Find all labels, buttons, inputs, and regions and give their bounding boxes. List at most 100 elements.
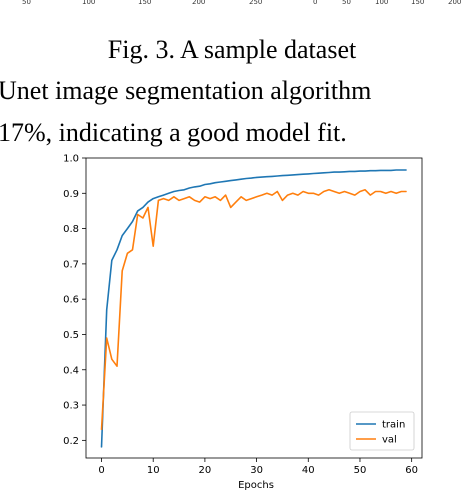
data-point-val	[261, 194, 263, 196]
data-point-train	[400, 169, 402, 171]
data-point-train	[313, 173, 314, 174]
legend-label-val: val	[382, 435, 397, 446]
training-accuracy-chart: 0.2 0.3 0.4 0.5 0.6 0.7 0.8 0.9 1.0 0 10 20 30 40 50 60…	[63, 154, 423, 491]
data-point-train	[256, 177, 257, 178]
y-tick-label: 0.2	[63, 436, 79, 447]
data-point-val	[297, 194, 299, 196]
data-point-val	[142, 217, 144, 219]
data-point-val	[266, 192, 268, 194]
legend-box	[349, 411, 415, 451]
data-point-val	[106, 337, 108, 339]
data-point-train	[354, 171, 356, 172]
data-point-val	[313, 192, 314, 194]
top-tick-label: 100	[375, 0, 389, 6]
data-point-train	[369, 170, 371, 172]
figure-caption: Fig. 3. A sample dataset	[107, 35, 357, 64]
y-tick-label: 0.5	[63, 330, 79, 341]
x-tick-label: 10	[147, 465, 160, 476]
data-point-val	[194, 199, 195, 201]
data-point-val	[318, 194, 320, 196]
data-point-train	[147, 201, 149, 203]
top-tick-label: 50	[342, 0, 351, 6]
data-point-val	[302, 191, 304, 192]
data-point-val	[390, 191, 392, 192]
data-point-train	[364, 170, 366, 172]
data-point-train	[338, 171, 340, 173]
top-tick-label: 50	[22, 0, 31, 6]
data-point-train	[220, 181, 221, 183]
data-point-val	[271, 194, 273, 196]
data-point-val	[256, 196, 257, 198]
y-tick-label: 0.3	[63, 401, 79, 412]
data-point-val	[328, 189, 330, 191]
data-point-train	[390, 169, 392, 171]
data-point-train	[333, 171, 335, 173]
data-point-val	[137, 214, 139, 215]
series-line-train	[100, 169, 407, 448]
data-point-val	[359, 191, 361, 192]
data-point-val	[375, 191, 376, 192]
data-point-train	[163, 194, 164, 196]
data-point-train	[251, 177, 252, 179]
data-point-train	[344, 171, 345, 173]
data-point-val	[349, 192, 351, 194]
data-point-val	[225, 194, 226, 196]
top-tick-label: 100	[82, 0, 96, 6]
data-point-train	[132, 221, 133, 222]
data-point-val	[276, 191, 278, 192]
data-point-train	[375, 170, 376, 172]
data-point-val	[209, 198, 211, 199]
data-point-val	[183, 198, 185, 199]
data-point-train	[183, 189, 185, 191]
data-point-train	[188, 187, 190, 189]
data-point-val	[163, 198, 164, 199]
data-point-train	[349, 171, 351, 172]
data-point-train	[318, 172, 320, 174]
y-tick-label: 0.9	[63, 189, 79, 200]
y-tick-label: 0.8	[63, 224, 79, 235]
data-point-train	[137, 210, 139, 212]
data-point-val	[354, 194, 356, 196]
data-point-val	[178, 199, 180, 201]
data-point-val	[235, 201, 237, 203]
data-point-train	[173, 191, 175, 192]
data-point-train	[152, 198, 154, 199]
x-tick-label: 0	[98, 465, 104, 476]
data-point-train	[240, 178, 242, 180]
data-point-train	[142, 207, 144, 208]
data-point-val	[251, 198, 252, 199]
top-tick-label: 200	[192, 0, 206, 6]
data-point-train	[178, 190, 180, 191]
data-point-train	[380, 169, 382, 171]
data-point-val	[380, 191, 382, 192]
x-tick-label: 60	[405, 465, 418, 476]
data-point-train	[302, 173, 304, 175]
data-point-val	[344, 191, 345, 192]
data-point-val	[406, 191, 407, 192]
data-point-train	[307, 173, 309, 175]
data-point-train	[261, 176, 263, 178]
data-point-train	[323, 172, 325, 174]
data-point-train	[276, 175, 278, 177]
data-point-val	[147, 207, 149, 208]
data-point-val	[121, 270, 123, 272]
data-point-val	[282, 199, 283, 201]
data-point-train	[101, 447, 102, 448]
top-tick-label: 200	[448, 0, 462, 6]
data-point-train	[292, 174, 294, 176]
data-point-train	[282, 175, 283, 177]
data-point-train	[385, 169, 387, 171]
data-point-val	[230, 207, 232, 208]
legend-label-train: train	[382, 420, 405, 431]
data-point-val	[132, 249, 133, 251]
data-point-train	[157, 196, 159, 198]
data-point-train	[126, 228, 128, 229]
data-point-train	[168, 192, 170, 194]
top-tick-label: 150	[411, 0, 425, 6]
top-tick-label: 150	[138, 0, 152, 6]
x-tick-label: 40	[302, 465, 315, 476]
y-tick-label: 1.0	[63, 154, 79, 165]
top-tick-label: 0	[313, 0, 318, 6]
data-point-val	[369, 194, 371, 196]
data-point-val	[400, 191, 402, 192]
